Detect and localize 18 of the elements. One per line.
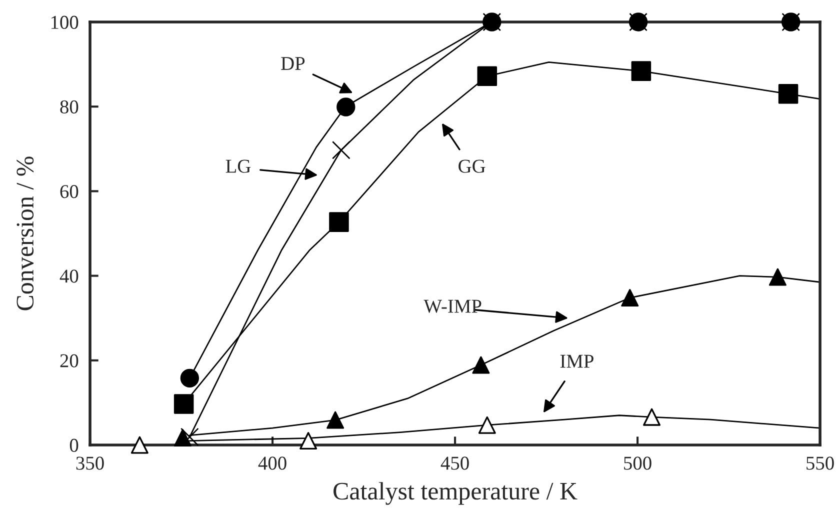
x-tick-label: 550 (806, 456, 834, 470)
y-tick-label: 40 (60, 270, 78, 283)
x-tick-label: 400 (258, 456, 286, 470)
y-tick-label: 20 (60, 354, 78, 368)
y-tick-label: 60 (60, 185, 78, 198)
annotation: GG (458, 160, 486, 173)
y-axis-title: Conversion / % (16, 156, 34, 310)
x-axis-title: Catalyst temperature / K (334, 482, 578, 505)
annotation: W-IMP (424, 300, 482, 313)
y-tick-label: 100 (51, 16, 78, 29)
x-tick-label: 350 (76, 456, 104, 470)
x-tick-label: 450 (440, 456, 469, 470)
y-tick-label: 0 (70, 438, 78, 452)
annotation: IMP (560, 354, 594, 368)
annotation: DP (281, 57, 305, 70)
annotation: LG (226, 160, 251, 173)
y-tick-label: 80 (60, 100, 78, 114)
x-tick-label: 500 (624, 456, 652, 470)
